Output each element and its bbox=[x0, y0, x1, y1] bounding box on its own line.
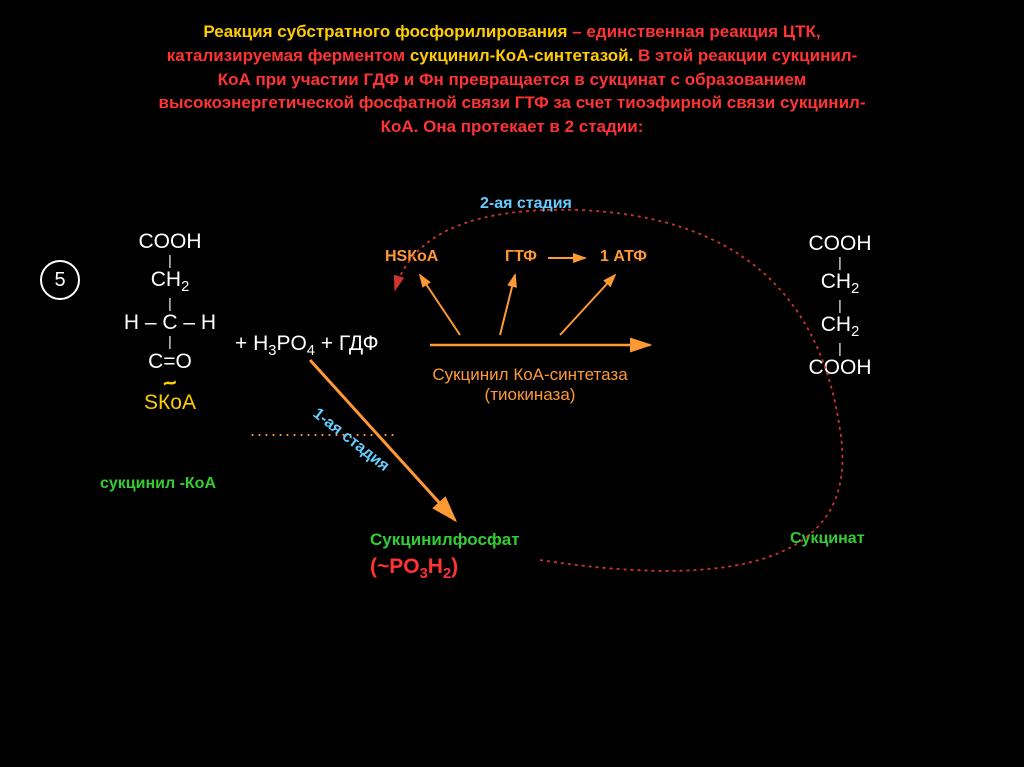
h2a: катализируемая ферментом bbox=[167, 46, 410, 65]
po3h2-label: (~PO3H2) bbox=[370, 555, 458, 582]
enzyme-label: Сукцинил КоА-синтетаза (тиокиназа) bbox=[415, 365, 645, 405]
mol-l2s: 2 bbox=[181, 280, 189, 296]
h2c: В этой реакции сукцинил- bbox=[633, 46, 857, 65]
succinate-label: Сукцинат bbox=[790, 530, 865, 548]
rmol-l4: COOH bbox=[790, 356, 890, 379]
gtf-label: ГТФ bbox=[505, 248, 537, 266]
rmol-l1: COOH bbox=[790, 232, 890, 255]
succinyl-coa-structure: COOH | CH2 | H – C – H | C=O ~ SКоА bbox=[100, 230, 240, 414]
h2b: сукцинил-КоА-синтетазой. bbox=[410, 46, 634, 65]
atp-label: 1 АТФ bbox=[600, 248, 647, 266]
header-text: Реакция субстратного фосфорилирования – … bbox=[0, 0, 1024, 149]
mol-l2: CH bbox=[151, 268, 181, 291]
reactants-text: + H3PO4 + ГДФ bbox=[235, 332, 379, 359]
stage2-label: 2-ая стадия bbox=[480, 195, 572, 213]
mol-l3: H – C – H bbox=[100, 311, 240, 334]
hskoa-label: HSКоА bbox=[385, 248, 438, 266]
step-number: 5 bbox=[54, 269, 65, 292]
succinate-structure: COOH | CH2 | CH2 | COOH bbox=[790, 232, 890, 379]
h3: КоА при участии ГДФ и Фн превращается в … bbox=[218, 70, 807, 89]
h1a: Реакция субстратного фосфорилирования bbox=[203, 22, 567, 41]
mol-l1: COOH bbox=[100, 230, 240, 253]
succinylphosphate-label: Сукцинилфосфат bbox=[370, 530, 520, 550]
h5: КоА. Она протекает в 2 стадии: bbox=[381, 117, 644, 136]
step-circle: 5 bbox=[40, 260, 80, 300]
succinyl-coa-label: сукцинил -КоА bbox=[100, 475, 216, 493]
h1b: – единственная реакция ЦТК, bbox=[567, 22, 820, 41]
h4: высокоэнергетической фосфатной связи ГТФ… bbox=[159, 93, 866, 112]
